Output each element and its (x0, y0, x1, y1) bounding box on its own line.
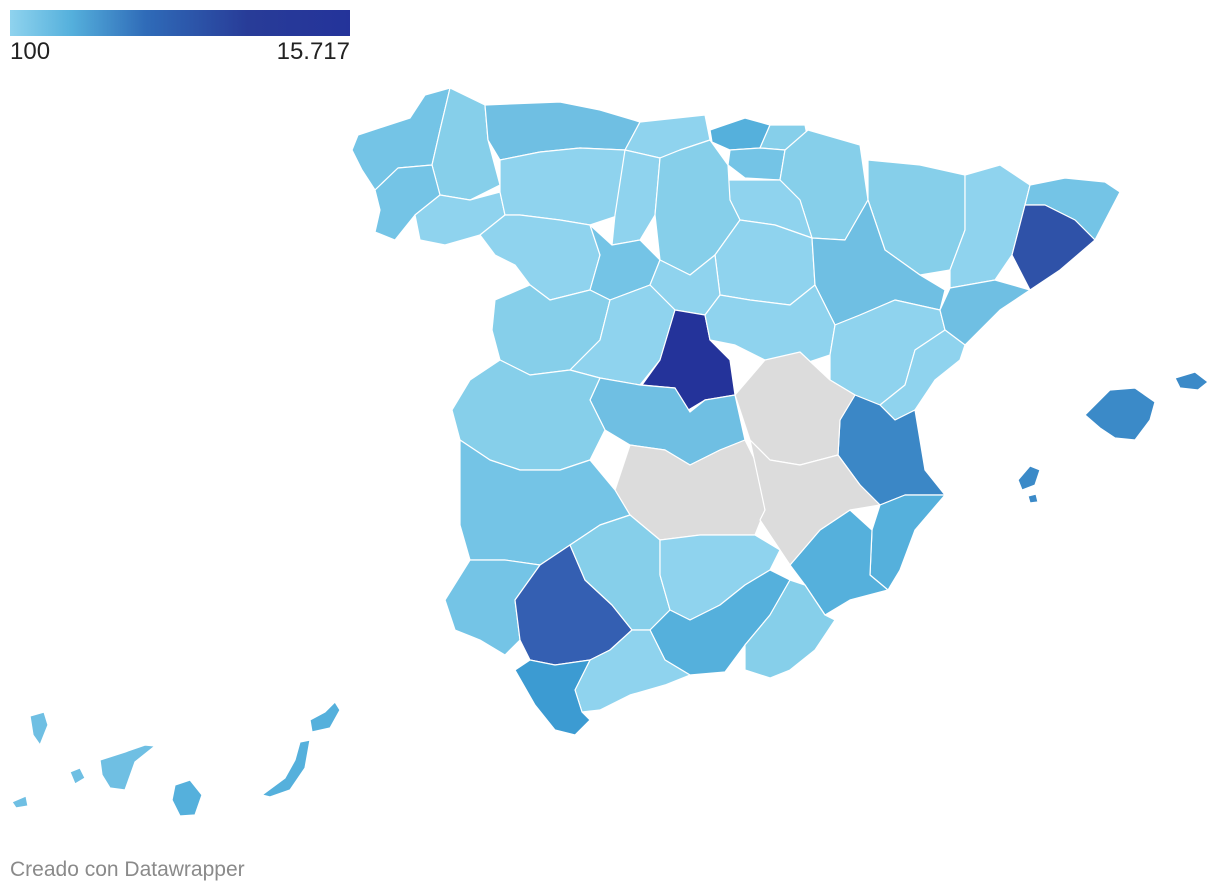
legend-max-label: 15.717 (276, 38, 350, 65)
region-alava[interactable] (727, 147, 786, 181)
region-lleida[interactable] (949, 164, 1031, 289)
region-fuerteventura[interactable] (261, 739, 311, 798)
region-ibiza[interactable] (1017, 465, 1041, 491)
legend-labels: 100 15.717 (10, 36, 350, 65)
region-castellon[interactable] (879, 329, 966, 421)
region-la-gomera[interactable] (69, 767, 86, 785)
region-formentera[interactable] (1027, 493, 1039, 504)
region-mallorca[interactable] (1084, 387, 1156, 441)
color-legend: 100 15.717 (10, 10, 350, 65)
credit-text: Creado con Datawrapper (10, 858, 245, 881)
region-cadiz[interactable] (514, 659, 591, 736)
region-lanzarote[interactable] (309, 701, 341, 733)
region-la-palma[interactable] (29, 711, 49, 746)
region-tenerife[interactable] (99, 744, 156, 791)
legend-min-label: 100 (10, 38, 51, 65)
region-el-hierro[interactable] (11, 795, 29, 809)
region-albacete[interactable] (749, 439, 881, 566)
legend-gradient-bar (10, 10, 350, 36)
region-alicante[interactable] (869, 494, 946, 591)
region-almeria[interactable] (744, 579, 836, 679)
region-zamora[interactable] (479, 214, 601, 301)
region-gran-canaria[interactable] (171, 779, 203, 817)
region-leon[interactable] (499, 147, 626, 226)
region-huelva[interactable] (444, 559, 541, 656)
region-barcelona[interactable] (1011, 204, 1096, 291)
region-menorca[interactable] (1174, 371, 1209, 391)
region-tarragona[interactable] (939, 279, 1031, 346)
